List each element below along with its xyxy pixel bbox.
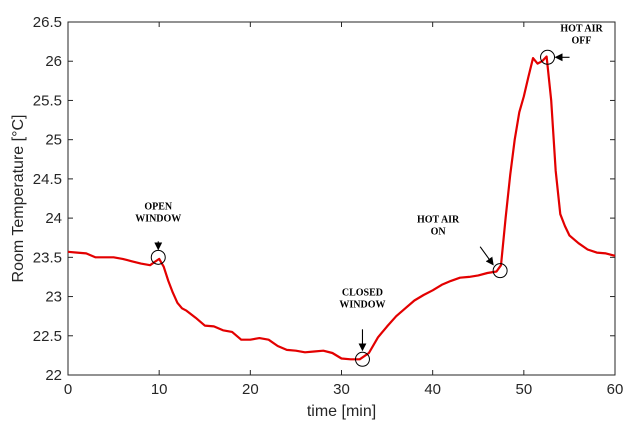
annotation-label: HOT AIR OFF [560, 23, 603, 46]
series-group [67, 55, 616, 361]
plot-frame [67, 21, 616, 376]
y-tick-label: 23 [45, 289, 62, 306]
annotation-label: CLOSED WINDOW [339, 287, 385, 310]
x-tick-label: 60 [607, 381, 624, 398]
x-tick-label: 0 [64, 381, 72, 398]
annotation-line: HOT AIR [560, 23, 603, 34]
annotation-line: ON [431, 227, 447, 238]
x-axis-label: time [min] [307, 403, 376, 420]
y-tick-label: 23.5 [33, 249, 62, 266]
x-tick-label: 10 [151, 381, 168, 398]
annotation-circle [354, 351, 370, 367]
annotation-label: OPEN WINDOW [135, 201, 181, 224]
x-tick-label: 30 [333, 381, 350, 398]
y-tick-label: 25.5 [33, 92, 62, 109]
y-tick-label: 22.5 [33, 328, 62, 345]
annotation-circle [492, 263, 508, 279]
y-tick-label: 22 [45, 367, 62, 384]
y-tick-label: 25 [45, 132, 62, 149]
annotation-line: OFF [572, 35, 592, 46]
tick-labels: 0 10 20 30 40 50 60 22 22.5 23 23.5 24 24.5 25 25.5 26 2… [33, 14, 624, 398]
y-tick-label: 24.5 [33, 171, 62, 188]
annotation-line: HOT AIR [417, 215, 460, 226]
y-tick-label: 26.5 [33, 14, 62, 31]
axes [67, 21, 616, 376]
annotation-line: WINDOW [135, 213, 181, 224]
annotation-line: CLOSED [342, 287, 383, 298]
annotation-arrow [479, 246, 494, 266]
temperature-series-line [67, 55, 616, 361]
y-tick-label: 26 [45, 53, 62, 70]
annotation-label: HOT AIR ON [417, 215, 460, 238]
annotation-line: OPEN [144, 201, 173, 212]
annotation-circle [150, 249, 166, 265]
y-tick-label: 24 [45, 210, 62, 227]
annotation-line: WINDOW [339, 299, 385, 310]
x-tick-label: 50 [515, 381, 532, 398]
y-axis-label: Room Temperature [°C] [10, 115, 27, 283]
x-tick-label: 20 [242, 381, 259, 398]
x-tick-label: 40 [424, 381, 441, 398]
